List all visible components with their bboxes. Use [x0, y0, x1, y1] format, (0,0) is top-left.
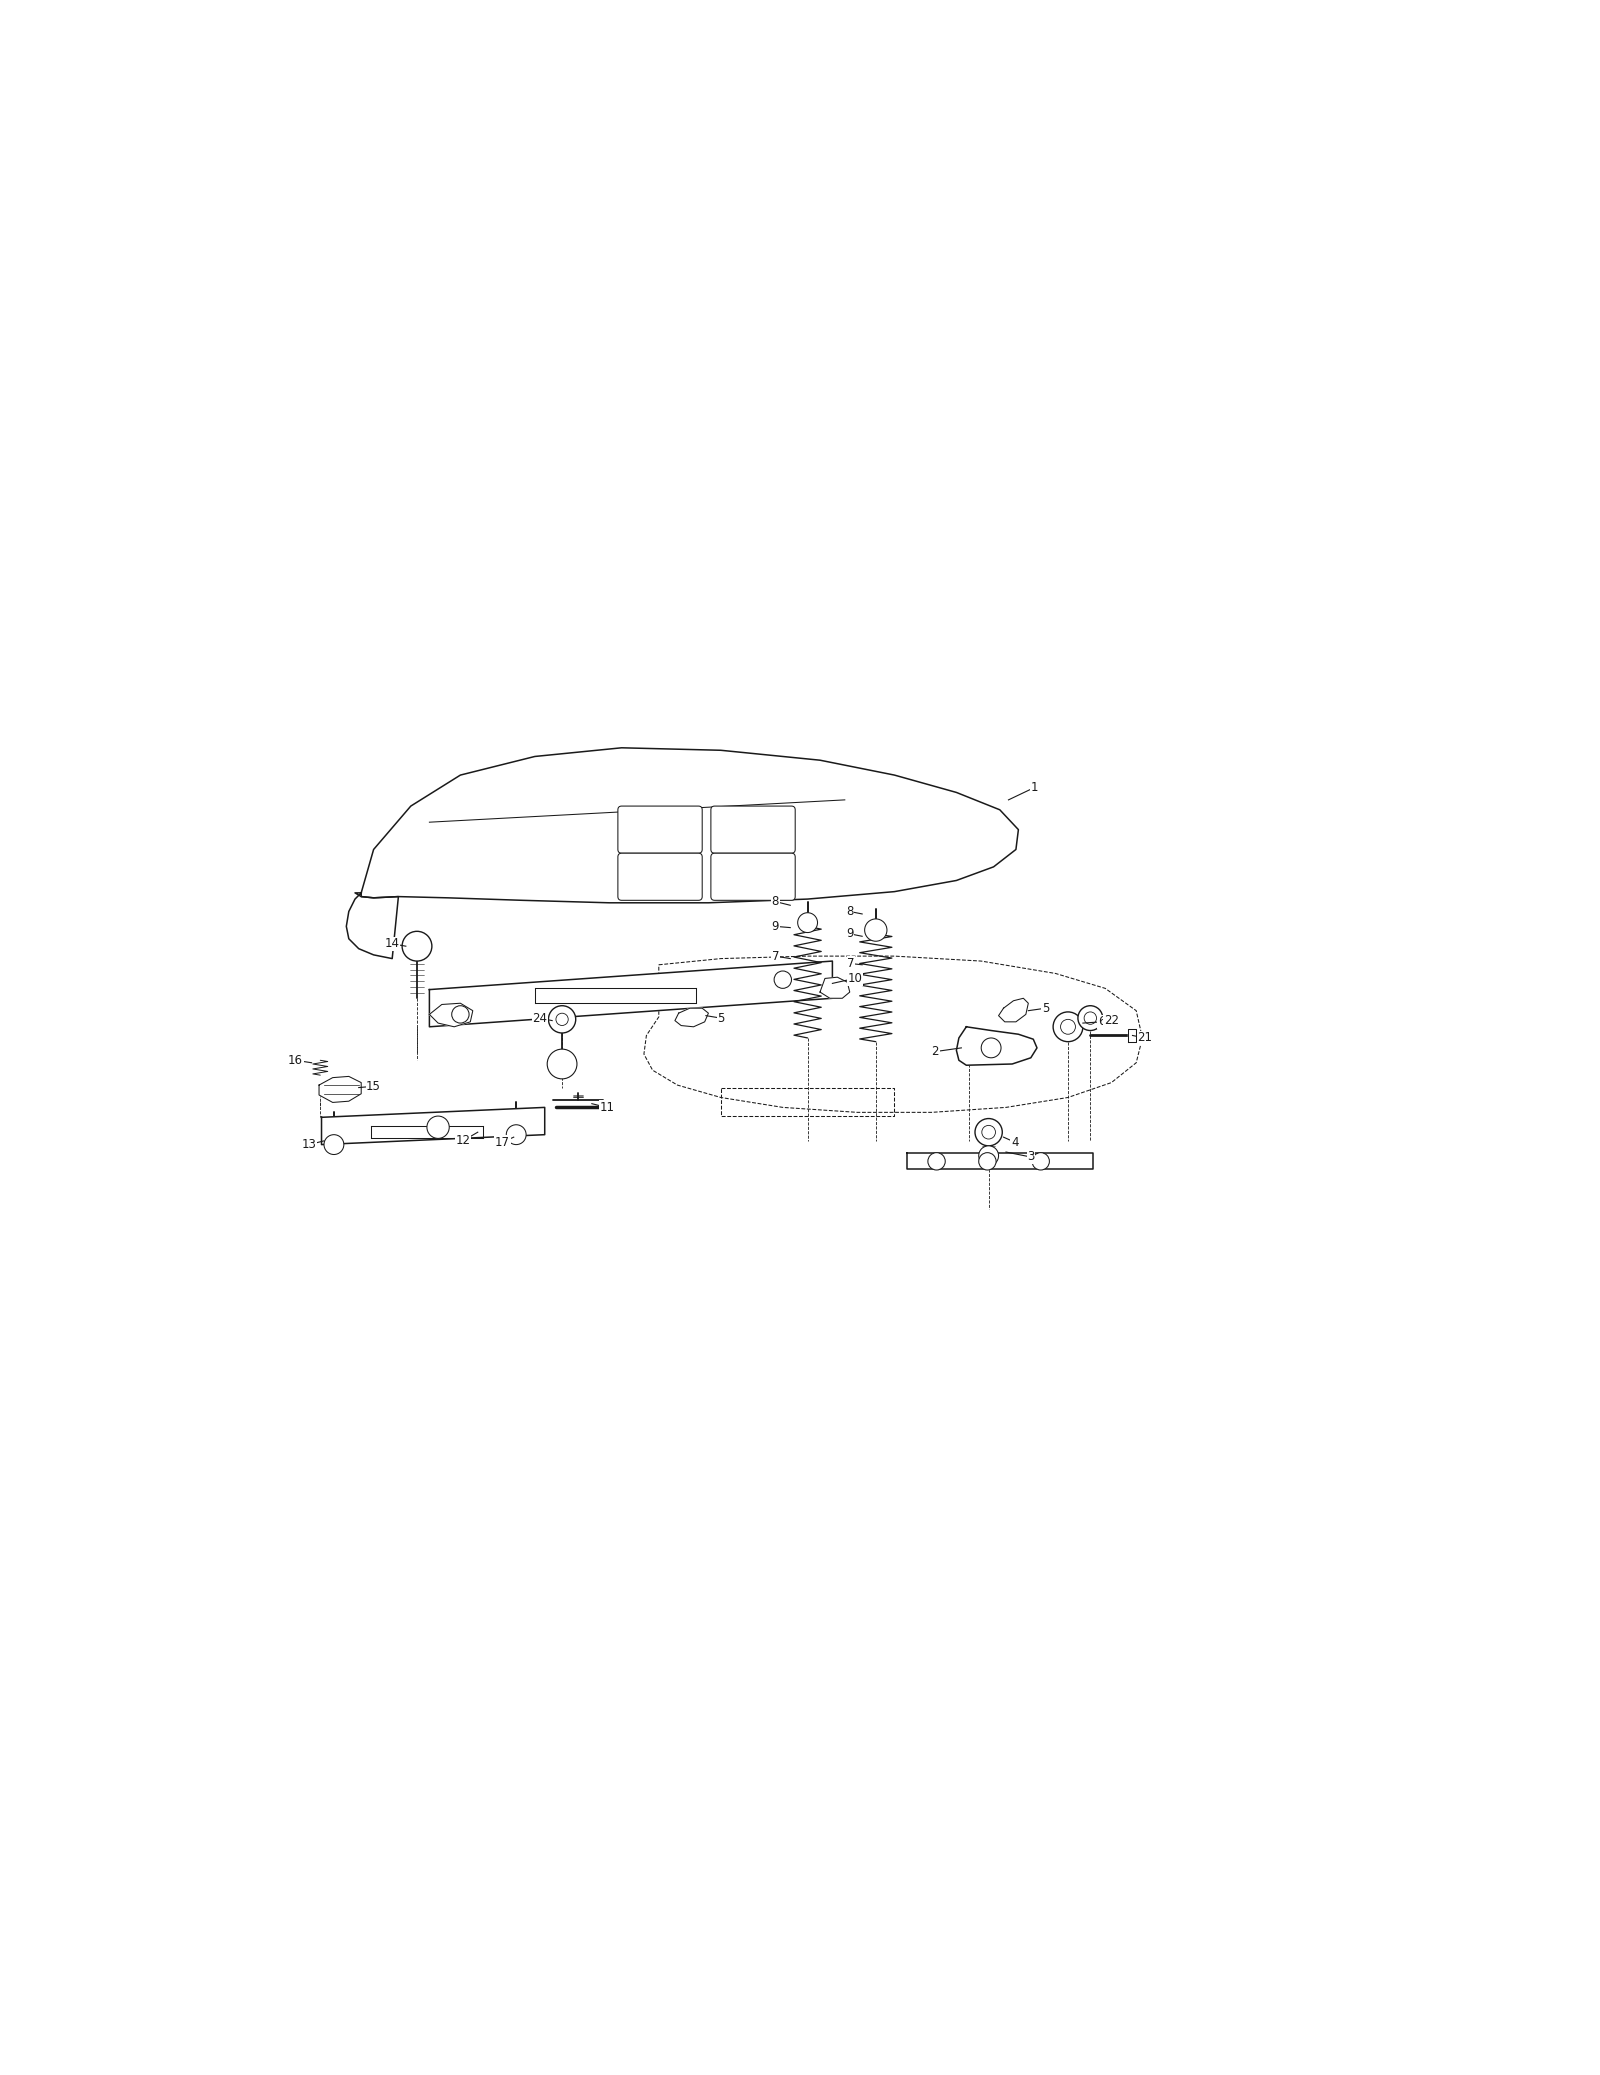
Polygon shape	[355, 747, 1019, 903]
Text: 10: 10	[848, 971, 862, 986]
Text: 16: 16	[288, 1054, 302, 1067]
Circle shape	[798, 913, 818, 932]
Circle shape	[774, 971, 792, 988]
Text: 15: 15	[366, 1079, 381, 1094]
Polygon shape	[957, 1027, 1037, 1064]
Circle shape	[1085, 1013, 1096, 1025]
Text: 9: 9	[846, 928, 853, 940]
Polygon shape	[819, 977, 850, 998]
Text: 6: 6	[1098, 1015, 1106, 1029]
Polygon shape	[998, 998, 1029, 1021]
Circle shape	[555, 1013, 568, 1025]
Circle shape	[451, 1006, 469, 1023]
FancyBboxPatch shape	[618, 805, 702, 853]
Circle shape	[982, 1125, 995, 1139]
Circle shape	[549, 1006, 576, 1033]
FancyBboxPatch shape	[710, 853, 795, 901]
Polygon shape	[907, 1154, 1093, 1170]
Text: 1: 1	[1030, 780, 1038, 795]
Circle shape	[1078, 1006, 1102, 1031]
FancyBboxPatch shape	[618, 853, 702, 901]
Circle shape	[864, 919, 886, 942]
Text: 8: 8	[846, 905, 853, 917]
Text: 11: 11	[600, 1102, 614, 1114]
Circle shape	[1032, 1152, 1050, 1170]
Text: 7: 7	[848, 957, 854, 969]
Polygon shape	[346, 892, 398, 959]
Circle shape	[547, 1050, 578, 1079]
Text: 17: 17	[494, 1135, 510, 1150]
Text: 4: 4	[1011, 1135, 1019, 1150]
Circle shape	[974, 1118, 1002, 1145]
Text: 5: 5	[1042, 1002, 1050, 1015]
Text: 22: 22	[1104, 1015, 1118, 1027]
Circle shape	[981, 1038, 1002, 1058]
Text: 21: 21	[1138, 1031, 1152, 1044]
Circle shape	[427, 1116, 450, 1139]
Circle shape	[928, 1152, 946, 1170]
Polygon shape	[318, 1077, 362, 1102]
Polygon shape	[322, 1108, 544, 1145]
Text: 9: 9	[771, 919, 779, 934]
Text: 12: 12	[456, 1135, 470, 1147]
Circle shape	[402, 932, 432, 961]
Polygon shape	[429, 1002, 474, 1027]
Text: 2: 2	[931, 1046, 939, 1058]
Text: 8: 8	[771, 894, 779, 909]
Text: 14: 14	[384, 938, 400, 950]
Text: 24: 24	[533, 1013, 547, 1025]
Circle shape	[979, 1145, 998, 1166]
Text: 5: 5	[717, 1013, 725, 1025]
Circle shape	[1061, 1019, 1075, 1033]
Polygon shape	[675, 1008, 709, 1027]
FancyBboxPatch shape	[710, 805, 795, 853]
Polygon shape	[429, 961, 832, 1027]
Polygon shape	[1128, 1029, 1136, 1042]
Text: 7: 7	[771, 950, 779, 963]
Circle shape	[979, 1152, 997, 1170]
Circle shape	[1053, 1013, 1083, 1042]
Text: 13: 13	[302, 1137, 317, 1152]
Circle shape	[323, 1135, 344, 1154]
Circle shape	[506, 1125, 526, 1145]
Text: 3: 3	[1027, 1150, 1035, 1164]
